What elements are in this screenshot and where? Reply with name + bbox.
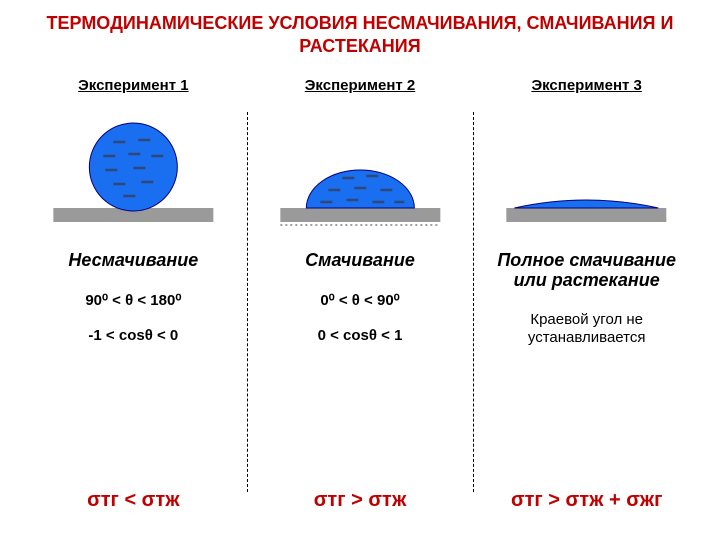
header-2: Эксперимент 2 [247,77,474,94]
cos-range-2: 0 < cosθ < 1 [318,327,403,344]
theta-range-2: 0⁰ < θ < 90⁰ [320,291,399,309]
page-title: ТЕРМОДИНАМИЧЕСКИЕ УСЛОВИЯ НЕСМАЧИВАНИЯ, … [20,12,700,59]
column-divider-1 [247,112,248,492]
label-1: Несмачивание [68,250,198,271]
surface-rect [507,208,667,222]
cos-range-1: -1 < cosθ < 0 [88,327,178,344]
drop-spreading [515,200,659,208]
diagram-nonwetting [26,112,241,242]
sigma-3: σтг > σтж + σжг [511,489,662,512]
diagram-spreading [479,112,694,242]
label-3: Полное смачивание или растекание [479,250,694,291]
note-3: Краевой угол не устанавливается [479,311,694,347]
theta-range-1: 90⁰ < θ < 180⁰ [85,291,181,309]
header-3: Эксперимент 3 [473,77,700,94]
column-divider-2 [473,112,474,492]
label-2: Смачивание [305,250,415,271]
column-3: Полное смачивание или растекание Краевой… [473,102,700,532]
column-2: Смачивание 0⁰ < θ < 90⁰ 0 < cosθ < 1 σтг… [247,102,474,532]
column-headers: Эксперимент 1 Эксперимент 2 Эксперимент … [20,77,700,94]
column-1: Несмачивание 90⁰ < θ < 180⁰ -1 < cosθ < … [20,102,247,532]
sigma-1: σтг < σтж [87,489,180,512]
columns-container: Несмачивание 90⁰ < θ < 180⁰ -1 < cosθ < … [20,102,700,532]
sigma-2: σтг > σтж [314,489,407,512]
diagram-wetting [253,112,468,242]
header-1: Эксперимент 1 [20,77,247,94]
surface-rect [280,208,440,222]
